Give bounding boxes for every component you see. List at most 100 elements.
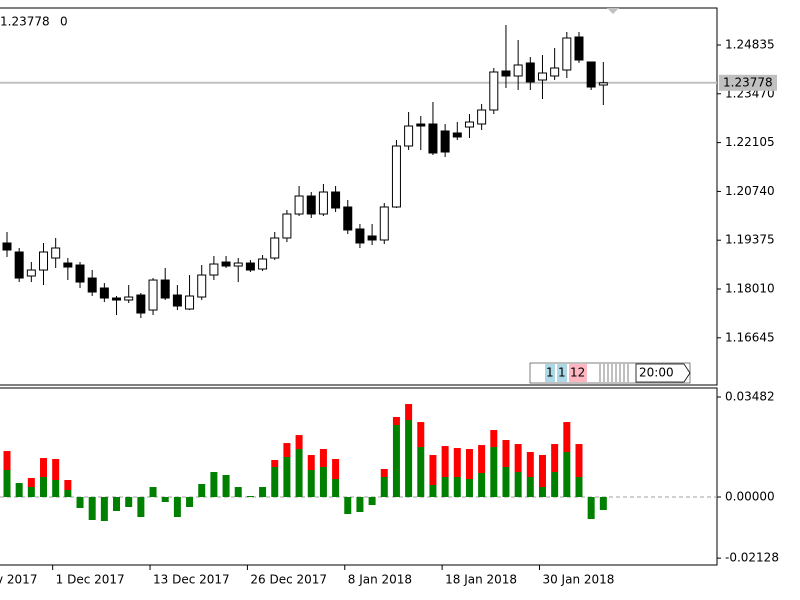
candle-body (440, 130, 450, 153)
spread-info: 0 (60, 15, 68, 29)
period-button[interactable] (545, 364, 555, 382)
histogram-bar (88, 497, 96, 520)
histogram-bar (453, 477, 461, 498)
y-tick-label: 1.22105 (725, 135, 775, 149)
x-tick-label: 8 Jan 2018 (348, 573, 412, 587)
histogram-bar (380, 477, 388, 498)
y-tick-label: 1.19375 (725, 233, 775, 247)
histogram-bar-top (502, 440, 510, 468)
histogram-bar-top (563, 422, 571, 453)
main-panel-border (0, 7, 718, 386)
histogram-bar (319, 467, 327, 498)
period-button[interactable] (557, 364, 567, 382)
histogram-bar (417, 447, 425, 498)
histogram-bar (76, 497, 84, 509)
candle-body (525, 62, 535, 83)
histogram-bar (100, 497, 108, 521)
x-tick-label: 18 Jan 2018 (445, 573, 517, 587)
time-box (635, 363, 691, 383)
histogram-bar-top (392, 417, 400, 426)
y-tick-label: 1.18010 (725, 282, 775, 296)
histogram-bar (198, 484, 206, 498)
candle-body (598, 82, 608, 86)
x-tick-label: 13 Dec 2017 (153, 573, 230, 587)
candle-body (477, 109, 487, 125)
candle-body (391, 145, 401, 208)
period-label: 1 (558, 366, 566, 380)
histogram-bar (222, 475, 230, 498)
candle-body (87, 277, 97, 293)
y-tick-label: 1.24835 (725, 38, 775, 52)
histogram-bar (356, 497, 364, 513)
histogram-bar (210, 472, 218, 498)
candle-body (464, 121, 474, 128)
histogram-bar (259, 487, 267, 498)
histogram-bar (587, 497, 595, 520)
candle-body (428, 123, 438, 154)
period-label: 12 (570, 366, 585, 380)
histogram-bar-top (283, 443, 291, 458)
candle-body (306, 195, 316, 215)
histogram-bar (3, 470, 11, 498)
histogram-bar (478, 473, 486, 498)
histogram-bar (186, 497, 194, 508)
candle-body (562, 37, 572, 71)
shift-marker (607, 8, 619, 14)
candle-body (367, 235, 377, 241)
histogram-bar (113, 497, 121, 511)
histogram-bar (40, 477, 48, 498)
histogram-bar (149, 487, 157, 498)
candle-body (452, 132, 462, 138)
histogram-bar (575, 477, 583, 498)
candle-body (112, 297, 122, 301)
candle-body (75, 264, 85, 283)
candle-body (379, 206, 389, 241)
histogram-bar (173, 497, 181, 518)
histogram-bar-top (453, 448, 461, 478)
histogram-bar-top (40, 458, 48, 478)
histogram-bar-top (465, 449, 473, 479)
histogram-bar (15, 483, 23, 498)
candle-body (233, 262, 243, 267)
histogram-bar-top (551, 444, 559, 473)
histogram-bar-top (575, 444, 583, 478)
candle-body (26, 269, 36, 277)
candle-body (513, 64, 523, 77)
histogram-bar (125, 497, 133, 508)
candle-body (258, 258, 268, 270)
histogram-bar (514, 472, 522, 498)
candle-body (245, 262, 255, 271)
current-price-box (719, 74, 777, 91)
candle-body (404, 125, 414, 147)
candle-body (331, 191, 341, 209)
candle-body (160, 279, 170, 299)
y-tick-label: 1.20740 (725, 184, 775, 198)
candle-body (221, 261, 231, 267)
candle-body (318, 191, 328, 215)
candle-body (185, 295, 195, 310)
candle-body (489, 71, 499, 111)
candle-body (2, 242, 12, 251)
time-label: 20:00 (639, 366, 674, 380)
histogram-bar (465, 478, 473, 498)
candle-body (270, 237, 280, 259)
candle-body (416, 123, 426, 127)
period-button[interactable] (569, 364, 587, 382)
price-info: 1.23778 (0, 15, 50, 29)
histogram-bar-top (429, 455, 437, 486)
histogram-bar-top (64, 480, 72, 491)
histogram-bar (405, 420, 413, 498)
candle-body (355, 228, 365, 244)
histogram-bar (392, 425, 400, 498)
x-tick-label: 30 Jan 2018 (542, 573, 614, 587)
histogram-bar-top (514, 444, 522, 473)
histogram-bar-top (417, 422, 425, 448)
histogram-bar-top (52, 459, 60, 481)
histogram-bar (137, 497, 145, 518)
histogram-bar-top (490, 430, 498, 448)
candle-body (124, 296, 134, 301)
histogram-bar (538, 487, 546, 498)
candle-body (99, 287, 109, 299)
